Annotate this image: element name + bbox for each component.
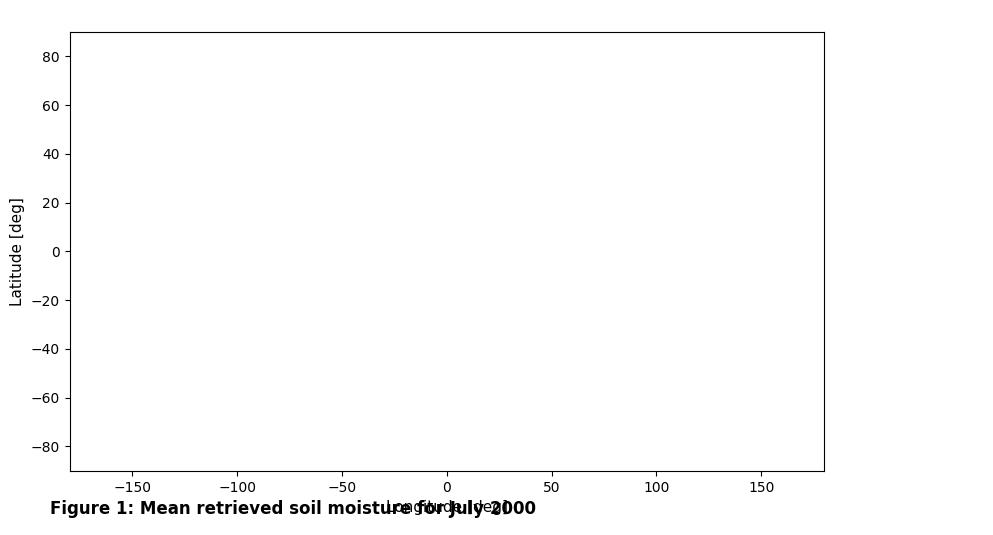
- Text: Figure 1: Mean retrieved soil moisture for July 2000: Figure 1: Mean retrieved soil moisture f…: [50, 500, 535, 517]
- X-axis label: Longitude [deg]: Longitude [deg]: [386, 500, 507, 515]
- Y-axis label: Latitude [deg]: Latitude [deg]: [10, 197, 25, 306]
